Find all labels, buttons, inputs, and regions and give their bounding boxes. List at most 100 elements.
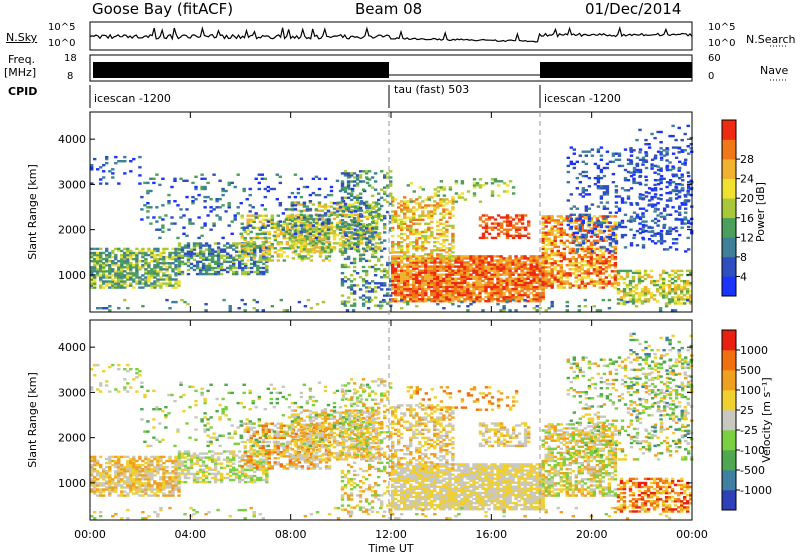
echo-cell bbox=[463, 285, 467, 289]
echo-cell bbox=[185, 179, 189, 182]
echo-cell bbox=[532, 287, 536, 291]
echo-cell bbox=[556, 223, 560, 226]
echo-cell bbox=[430, 216, 434, 219]
echo-cell bbox=[359, 238, 364, 241]
echo-cell bbox=[427, 226, 431, 230]
echo-cell bbox=[505, 228, 510, 231]
echo-cell bbox=[288, 228, 293, 232]
echo-cell bbox=[394, 259, 398, 262]
echo-cell bbox=[412, 293, 416, 297]
echo-cell bbox=[632, 173, 636, 176]
echo-cell bbox=[550, 280, 554, 283]
echo-cell bbox=[180, 256, 185, 259]
echo-cell bbox=[619, 290, 624, 293]
echo-cell bbox=[132, 280, 136, 283]
echo-cell bbox=[346, 192, 351, 195]
echo-cell bbox=[259, 260, 263, 263]
echo-cell bbox=[129, 255, 133, 259]
echo-cell bbox=[601, 282, 606, 285]
echo-cell bbox=[198, 248, 203, 251]
echo-cell bbox=[502, 257, 506, 260]
echo-cell bbox=[481, 263, 485, 266]
echo-cell bbox=[153, 260, 157, 263]
echo-cell bbox=[311, 240, 316, 243]
echo-cell bbox=[619, 277, 624, 281]
echo-cell bbox=[267, 259, 271, 262]
echo-cell bbox=[409, 257, 413, 260]
echo-cell bbox=[451, 241, 455, 244]
echo-cell bbox=[517, 220, 522, 223]
echo-cell bbox=[167, 202, 171, 205]
echo-cell bbox=[517, 273, 521, 276]
echo-cell bbox=[632, 211, 637, 214]
echo-cell bbox=[451, 232, 455, 236]
echo-cell bbox=[620, 221, 625, 225]
echo-cell bbox=[469, 257, 473, 260]
echo-cell bbox=[687, 219, 691, 223]
echo-cell bbox=[105, 262, 109, 265]
echo-cell bbox=[427, 287, 431, 291]
echo-cell bbox=[463, 279, 467, 282]
echo-cell bbox=[290, 219, 295, 223]
echo-cell bbox=[644, 191, 649, 194]
echo-cell bbox=[117, 280, 121, 283]
echo-cell bbox=[138, 166, 142, 169]
echo-cell bbox=[418, 261, 422, 264]
echo-cell bbox=[391, 200, 395, 203]
echo-cell bbox=[343, 186, 348, 189]
echo-cell bbox=[317, 227, 322, 231]
echo-cell bbox=[601, 286, 606, 289]
echo-cell bbox=[349, 274, 354, 277]
echo-cell bbox=[378, 207, 382, 210]
echo-cell bbox=[238, 264, 242, 268]
echo-cell bbox=[613, 249, 618, 253]
echo-cell bbox=[269, 187, 273, 191]
echo-cell bbox=[320, 250, 325, 253]
echo-cell bbox=[323, 214, 328, 217]
echo-cell bbox=[484, 269, 488, 272]
echo-cell bbox=[349, 292, 354, 295]
echo-cell bbox=[550, 284, 554, 287]
echo-cell bbox=[317, 205, 322, 208]
echo-cell bbox=[659, 212, 663, 215]
echo-cell bbox=[436, 289, 440, 293]
echo-cell bbox=[267, 218, 271, 221]
echo-cell bbox=[607, 262, 612, 265]
echo-cell bbox=[201, 250, 206, 253]
echo-cell bbox=[481, 265, 485, 268]
echo-cell bbox=[394, 214, 398, 217]
echo-cell bbox=[665, 148, 670, 151]
echo-cell bbox=[344, 213, 349, 216]
echo-cell bbox=[577, 262, 581, 265]
echo-cell bbox=[400, 295, 404, 299]
echo-cell bbox=[394, 277, 398, 280]
echo-cell bbox=[424, 204, 428, 207]
echo-cell bbox=[502, 300, 506, 303]
echo-cell bbox=[290, 213, 295, 216]
echo-cell bbox=[340, 278, 345, 281]
echo-cell bbox=[168, 257, 172, 261]
echo-cell bbox=[373, 267, 378, 271]
echo-cell bbox=[406, 275, 410, 278]
echo-cell bbox=[305, 225, 310, 229]
echo-cell bbox=[338, 228, 343, 231]
echo-cell bbox=[424, 279, 428, 282]
echo-cell bbox=[547, 247, 551, 251]
echo-cell bbox=[520, 281, 524, 285]
echo-cell bbox=[383, 300, 387, 303]
echo-cell bbox=[607, 227, 612, 230]
echo-cell bbox=[266, 185, 270, 189]
echo-cell bbox=[527, 236, 531, 240]
echo-cell bbox=[378, 231, 382, 235]
echo-cell bbox=[460, 192, 465, 195]
echo-cell bbox=[574, 257, 578, 261]
echo-cell bbox=[442, 269, 446, 272]
echo-cell bbox=[439, 257, 443, 260]
echo-cell bbox=[463, 257, 467, 260]
echo-cell bbox=[256, 246, 260, 249]
echo-cell bbox=[505, 232, 510, 235]
echo-cell bbox=[362, 232, 367, 235]
echo-cell bbox=[129, 253, 133, 257]
echo-cell bbox=[117, 264, 121, 267]
echo-cell bbox=[424, 265, 428, 268]
